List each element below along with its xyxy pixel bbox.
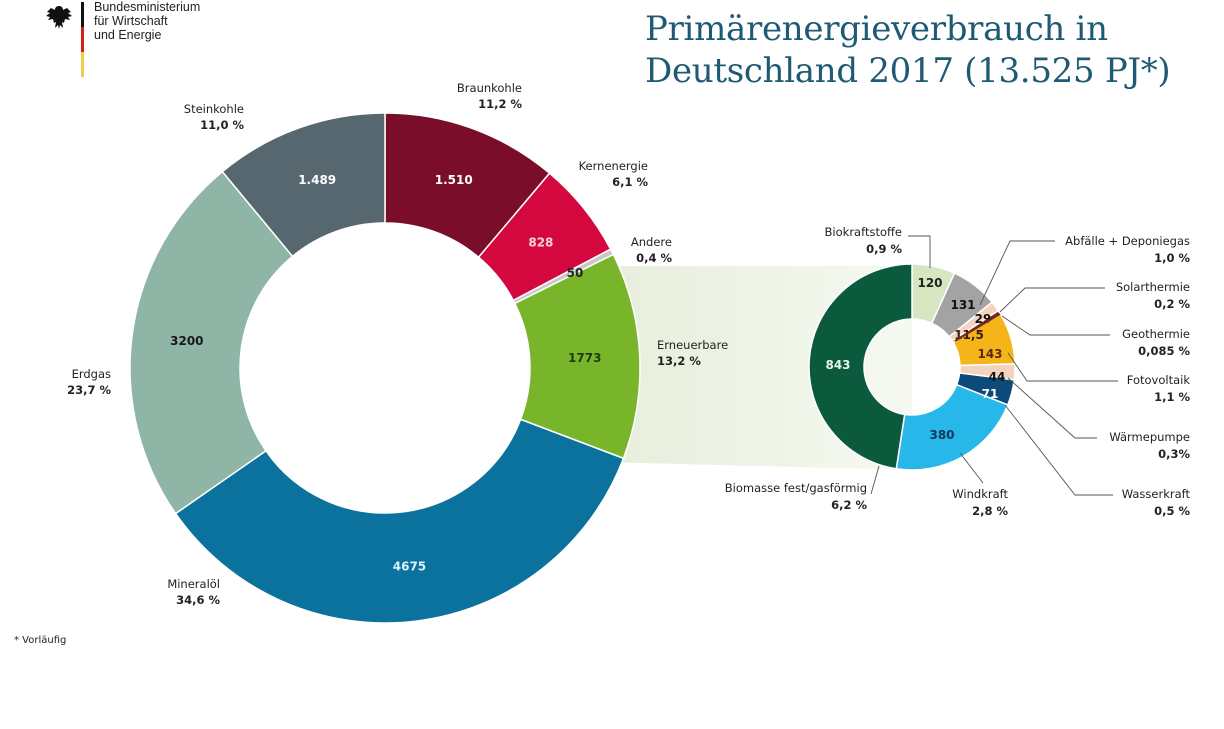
- percent-label-geothermie: 0,085 %: [1138, 344, 1190, 358]
- category-label-solarthermie: Solarthermie: [1116, 280, 1190, 294]
- percent-label-wasserkraft: 0,5 %: [1154, 504, 1190, 518]
- slice-biomasse-fest-gasfoermig: [808, 263, 913, 470]
- page-title: Primärenergieverbrauch in Deutschland 20…: [645, 8, 1171, 92]
- percent-label-biomasse-fest-gasfoermig: 6,2 %: [831, 498, 867, 512]
- slice-mineraloel: [174, 418, 625, 624]
- category-label-braunkohle: Braunkohle: [457, 81, 522, 95]
- federal-eagle-icon: [46, 6, 72, 29]
- category-label-waermepumpe: Wärmepumpe: [1109, 430, 1190, 444]
- category-label-steinkohle: Steinkohle: [184, 102, 244, 116]
- percent-label-erneuerbare: 13,2 %: [657, 354, 701, 368]
- footnote: * Vorläufig: [14, 635, 67, 646]
- percent-label-fotovoltaik: 1,1 %: [1154, 390, 1190, 404]
- flag-bar: [81, 2, 84, 78]
- percent-label-andere: 0,4 %: [636, 251, 672, 265]
- category-label-mineraloel: Mineralöl: [167, 577, 220, 591]
- percent-label-steinkohle: 11,0 %: [200, 118, 244, 132]
- category-label-geothermie: Geothermie: [1122, 327, 1190, 341]
- category-label-erneuerbare: Erneuerbare: [657, 338, 728, 352]
- value-label-mineraloel: 4675: [393, 559, 426, 573]
- value-label-steinkohle: 1.489: [298, 173, 336, 187]
- percent-label-biokraftstoffe: 0,9 %: [866, 242, 902, 256]
- percent-label-erdgas: 23,7 %: [67, 383, 111, 397]
- category-label-wasserkraft: Wasserkraft: [1122, 487, 1191, 501]
- value-label-wasserkraft: 71: [982, 387, 999, 401]
- leader-line-windkraft: [959, 452, 984, 484]
- percent-label-abfaelle-deponiegas: 1,0 %: [1154, 251, 1190, 265]
- ministry-line: und Energie: [94, 28, 162, 42]
- category-label-abfaelle-deponiegas: Abfälle + Deponiegas: [1065, 234, 1190, 248]
- title-line: Deutschland 2017 (13.525 PJ*): [645, 51, 1171, 91]
- leader-line-waermepumpe: [1007, 377, 1097, 439]
- leader-line-biomasse-fest-gasfoermig: [870, 465, 880, 495]
- category-label-erdgas: Erdgas: [72, 367, 111, 381]
- ministry-logo: Bundesministerium für Wirtschaft und Ene…: [22, 0, 262, 80]
- ministry-line: für Wirtschaft: [94, 14, 168, 28]
- value-label-kernenergie: 828: [528, 236, 553, 250]
- slice-windkraft: [895, 383, 1009, 471]
- value-label-fotovoltaik: 143: [977, 347, 1002, 361]
- category-label-biokraftstoffe: Biokraftstoffe: [825, 225, 902, 239]
- leader-line-wasserkraft: [1004, 404, 1113, 496]
- percent-label-windkraft: 2,8 %: [972, 504, 1008, 518]
- value-label-abfaelle-deponiegas: 131: [950, 298, 975, 312]
- value-label-geothermie: 11,5: [954, 328, 984, 342]
- percent-label-waermepumpe: 0,3%: [1158, 447, 1190, 461]
- value-label-biokraftstoffe: 120: [917, 276, 942, 290]
- slice-steinkohle: [221, 112, 386, 258]
- value-label-braunkohle: 1.510: [435, 173, 473, 187]
- value-label-erneuerbare: 1773: [568, 351, 601, 365]
- value-label-andere: 50: [567, 266, 584, 280]
- leader-line-fotovoltaik: [1007, 352, 1118, 382]
- value-label-biomasse-fest-gasfoermig: 843: [825, 358, 850, 372]
- leader-line-abfaelle-deponiegas: [979, 240, 1055, 306]
- percent-label-mineraloel: 34,6 %: [176, 593, 220, 607]
- slice-labels: 1.510 828 50 1773 4675 3200 1.489 Braunkohle 11,…: [67, 81, 1190, 607]
- percent-label-solarthermie: 0,2 %: [1154, 297, 1190, 311]
- value-label-waermepumpe: 44: [989, 370, 1006, 384]
- slice-erdgas: [129, 170, 294, 515]
- category-label-fotovoltaik: Fotovoltaik: [1127, 373, 1191, 387]
- main-donut: [129, 112, 641, 624]
- leader-line-solarthermie: [999, 287, 1105, 313]
- category-label-biomasse-fest-gasfoermig: Biomasse fest/gasförmig: [725, 481, 867, 495]
- value-label-windkraft: 380: [929, 428, 954, 442]
- ministry-line: Bundesministerium: [94, 0, 201, 14]
- value-label-erdgas: 3200: [170, 334, 203, 348]
- geothermie-marker: [954, 313, 1001, 342]
- title-line: Primärenergieverbrauch in: [645, 9, 1108, 49]
- category-label-andere: Andere: [631, 235, 672, 249]
- percent-label-kernenergie: 6,1 %: [612, 175, 648, 189]
- ministry-name: Bundesministerium für Wirtschaft und Ene…: [94, 0, 200, 42]
- leader-line-biokraftstoffe: [908, 235, 931, 268]
- percent-label-braunkohle: 11,2 %: [478, 97, 522, 111]
- leader-line-geothermie: [1001, 315, 1110, 336]
- category-label-kernenergie: Kernenergie: [579, 159, 648, 173]
- category-label-windkraft: Windkraft: [952, 487, 1008, 501]
